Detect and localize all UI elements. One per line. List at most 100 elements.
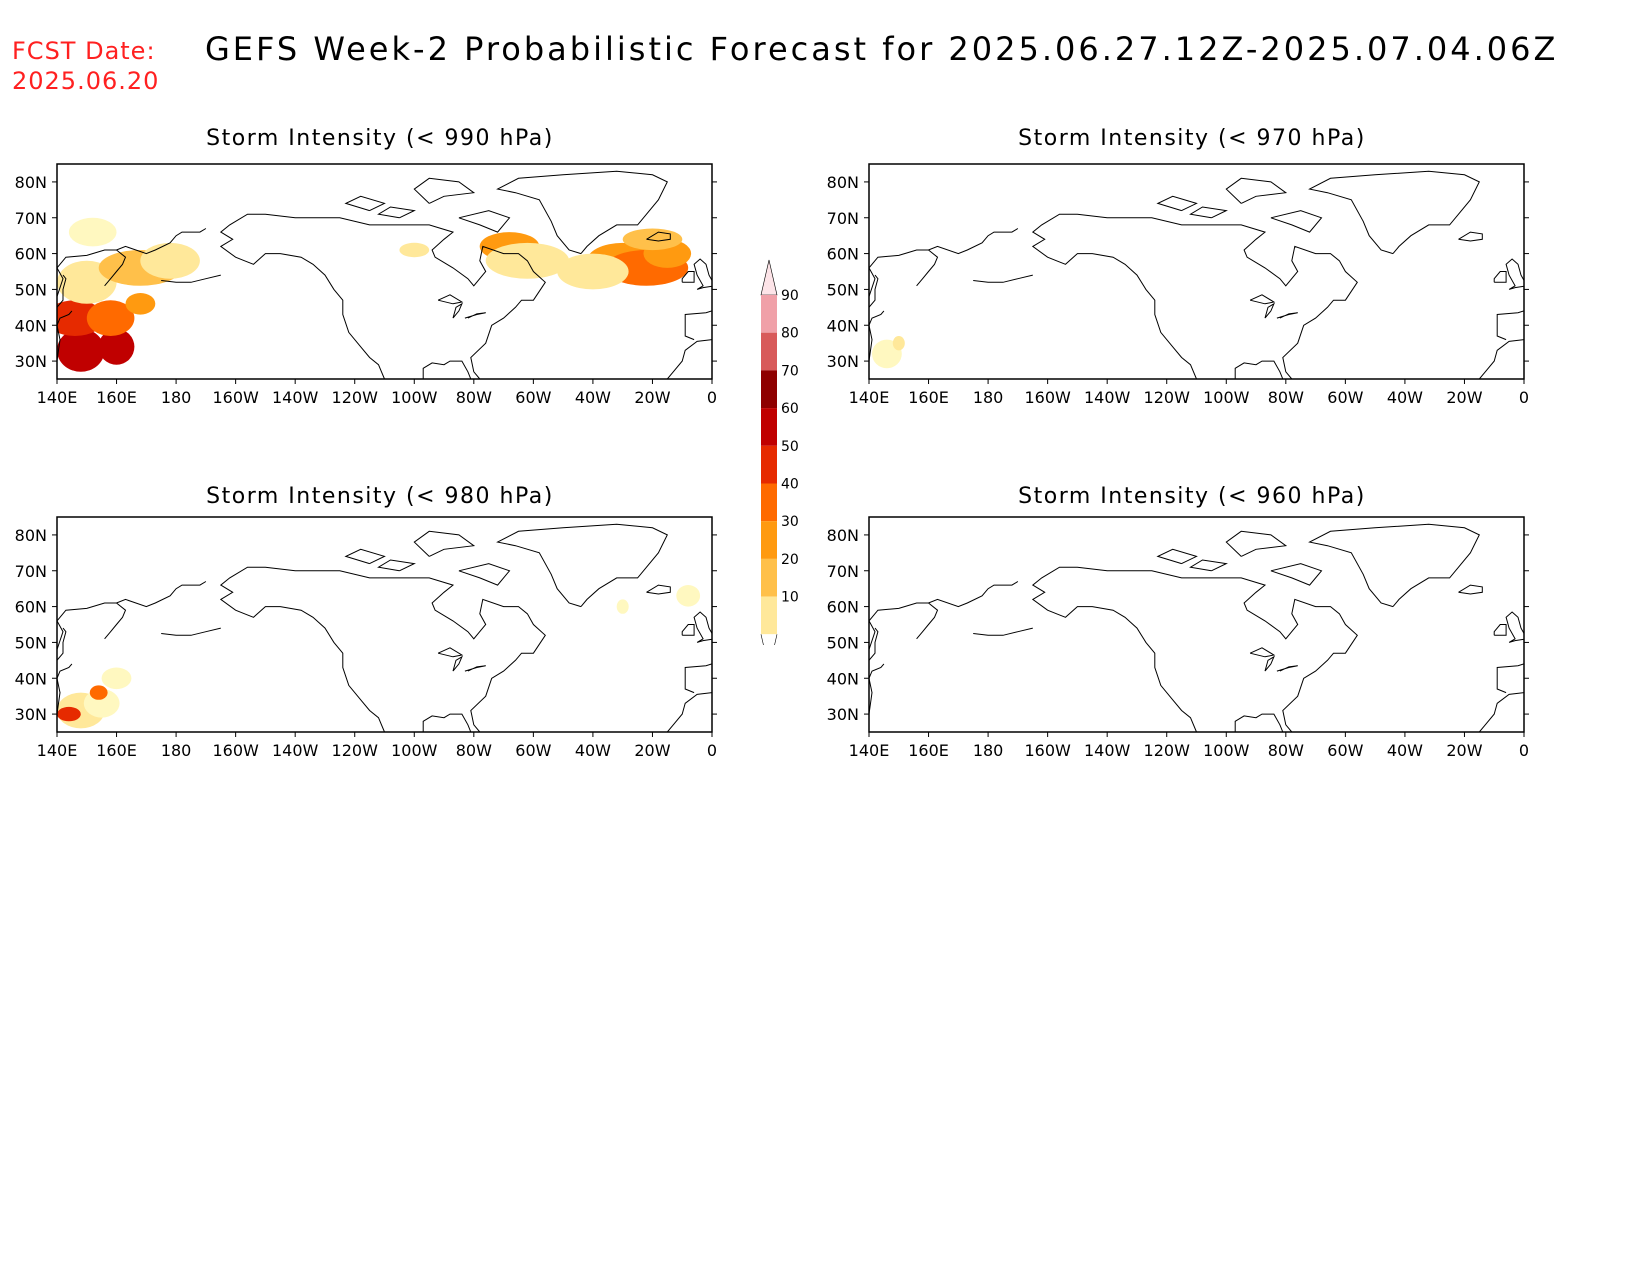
- lon-tick-label: 160E: [96, 741, 137, 760]
- lon-tick-label: 40W: [1387, 741, 1423, 760]
- coastline: [104, 602, 127, 640]
- probability-area: [57, 706, 81, 722]
- coastline: [452, 655, 463, 672]
- coastline: [496, 523, 668, 608]
- lon-tick-label: 100W: [1203, 741, 1250, 760]
- colorbar-segment: [761, 483, 777, 522]
- coastline: [666, 339, 712, 379]
- coastline: [452, 302, 463, 319]
- coastlines: [869, 523, 1524, 732]
- coastline: [693, 258, 712, 290]
- colorbar-segment: [761, 370, 777, 409]
- lon-tick-label: 40W: [575, 741, 611, 760]
- coastline: [1156, 195, 1198, 212]
- coastline: [869, 627, 879, 661]
- coastline: [646, 584, 671, 595]
- coastline: [1031, 566, 1358, 732]
- coastline: [1189, 206, 1228, 219]
- lon-tick-label: 160W: [1024, 388, 1071, 407]
- coastline: [219, 566, 546, 732]
- lon-tick-label: 60W: [1327, 388, 1363, 407]
- lon-tick-label: 160W: [1024, 741, 1071, 760]
- probability-area: [616, 599, 629, 614]
- coastline: [57, 274, 67, 308]
- coastline: [104, 249, 127, 287]
- lon-tick-label: 120W: [1144, 388, 1191, 407]
- probability-shading: [57, 585, 701, 729]
- lon-tick-label: 20W: [1446, 388, 1482, 407]
- lon-tick-label: 40W: [575, 388, 611, 407]
- coastline: [666, 692, 712, 732]
- lon-tick-label: 160E: [908, 388, 949, 407]
- panel-title-960: Storm Intensity (< 960 hPa): [1018, 484, 1366, 509]
- lon-tick-label: 180: [973, 388, 1004, 407]
- coastline: [1234, 713, 1284, 732]
- colorbar-segment: [761, 332, 777, 371]
- lat-tick-label: 30N: [827, 705, 859, 724]
- colorbar-level-label: 70: [781, 363, 799, 379]
- coastline: [57, 310, 73, 362]
- lat-tick-label: 60N: [15, 598, 47, 617]
- coastline: [973, 274, 1033, 283]
- lon-tick-label: 120W: [332, 388, 379, 407]
- coastline: [1308, 523, 1480, 608]
- lat-tick-label: 50N: [15, 633, 47, 652]
- coastline: [464, 665, 486, 672]
- forecast-date: FCST Date: 2025.06.20: [12, 36, 159, 96]
- coastline: [458, 210, 511, 233]
- coastline: [1031, 213, 1358, 379]
- coastlines: [57, 523, 712, 732]
- colorbar-legend: 90 80 70 60 50 40 30 20 10: [760, 259, 799, 645]
- lat-tick-label: 40N: [827, 316, 859, 335]
- colorbar-level-label: 80: [781, 326, 799, 342]
- probability-area: [89, 685, 108, 700]
- lon-tick-label: 160W: [212, 388, 259, 407]
- lon-tick-label: 80W: [456, 388, 492, 407]
- coastline: [869, 581, 1019, 650]
- coastline: [681, 624, 695, 636]
- coastline: [57, 228, 207, 297]
- page-title: GEFS Week-2 Probabilistic Forecast for 2…: [205, 30, 1559, 68]
- panel-title-990: Storm Intensity (< 990 hPa): [206, 126, 554, 151]
- lat-tick-label: 50N: [827, 280, 859, 299]
- coastline: [1264, 302, 1275, 319]
- coastline: [681, 271, 695, 283]
- colorbar-level-label: 60: [781, 401, 799, 417]
- lat-tick-label: 80N: [827, 526, 859, 545]
- panel-title-970: Storm Intensity (< 970 hPa): [1018, 126, 1366, 151]
- coastline: [1276, 665, 1298, 672]
- coastline: [413, 177, 476, 204]
- coastline: [869, 274, 879, 308]
- coastline: [464, 312, 486, 319]
- colorbar-segment: [761, 596, 777, 635]
- lon-tick-label: 100W: [391, 741, 438, 760]
- probability-area: [101, 667, 132, 690]
- coastline: [57, 663, 73, 715]
- coastline: [219, 213, 546, 379]
- coastline: [1505, 611, 1524, 643]
- lon-tick-label: 160E: [96, 388, 137, 407]
- probability-shading: [872, 336, 905, 369]
- lon-tick-label: 80W: [1268, 741, 1304, 760]
- coastline: [1270, 563, 1323, 586]
- colorbar-segment: [761, 295, 777, 333]
- map-panel-970: 80N 70N 60N 50N 40N 30N 140E 160E 180 160W 140W 120…: [827, 163, 1529, 407]
- lon-tick-label: 180: [161, 388, 192, 407]
- coastline: [693, 611, 712, 643]
- coastline: [437, 647, 464, 658]
- coastline: [413, 530, 476, 557]
- map-panel-980: 80N 70N 60N 50N 40N 30N 140E 160E 180 160W 140W 120…: [15, 516, 717, 760]
- probability-area: [57, 328, 105, 372]
- probability-area: [622, 228, 683, 251]
- lon-tick-label: 80W: [456, 741, 492, 760]
- coastline: [377, 559, 416, 572]
- lat-tick-label: 30N: [15, 705, 47, 724]
- panel-title-980: Storm Intensity (< 980 hPa): [206, 484, 554, 509]
- lon-tick-label: 140E: [37, 741, 78, 760]
- coastline: [437, 294, 464, 305]
- colorbar-level-label: 20: [781, 552, 799, 568]
- coastline: [1496, 663, 1524, 694]
- coastline: [684, 310, 712, 341]
- lon-tick-label: 20W: [634, 741, 670, 760]
- lat-tick-label: 60N: [827, 245, 859, 264]
